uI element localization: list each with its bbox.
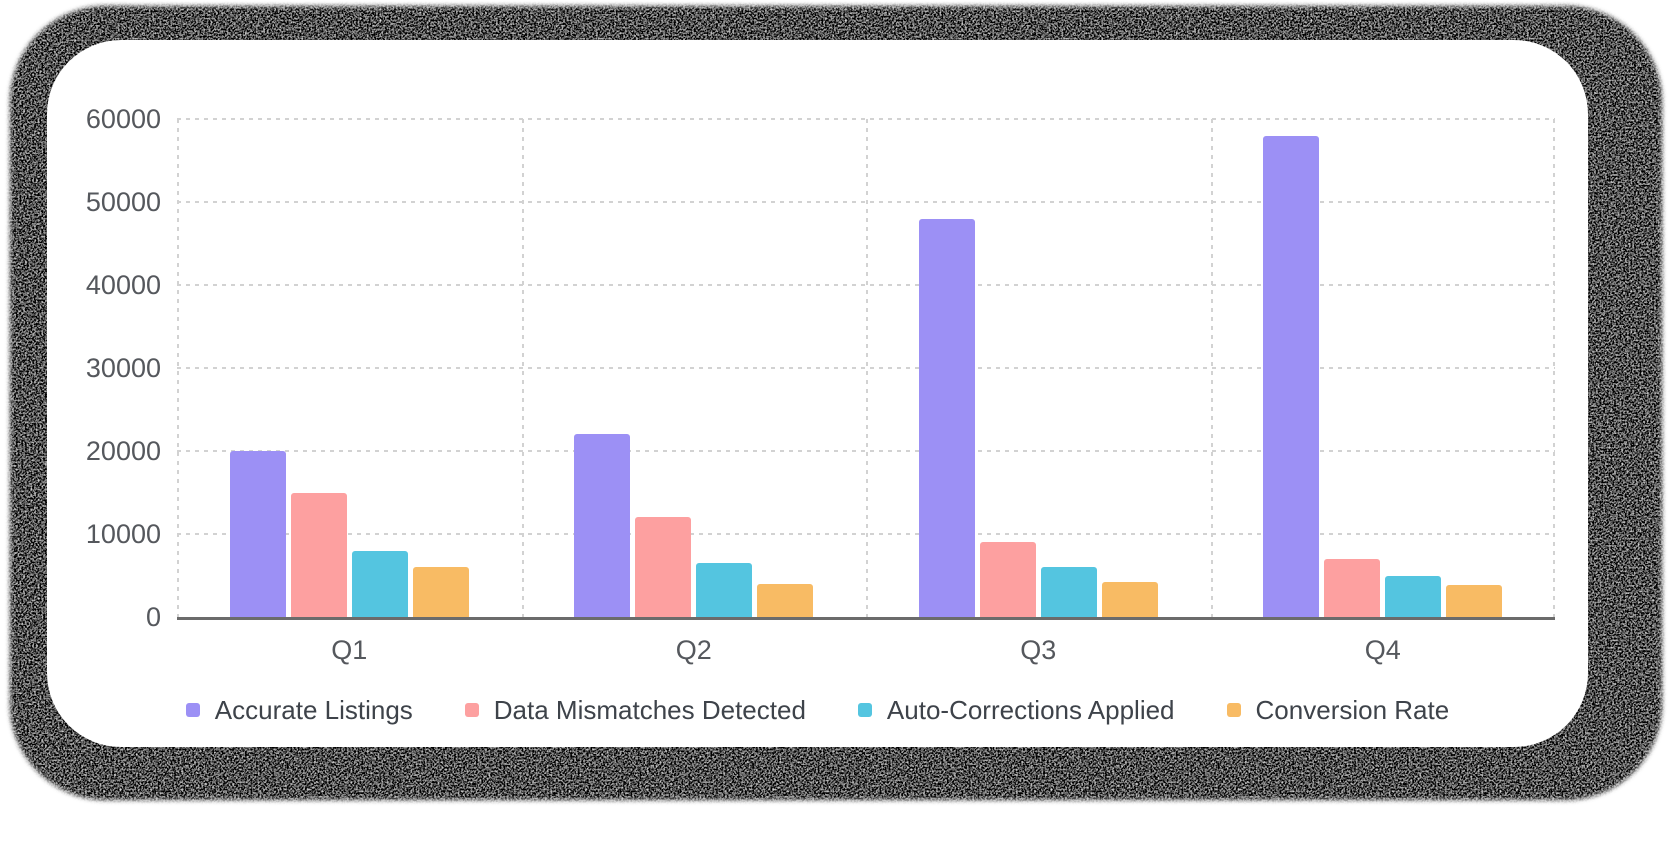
bar-q4-series-1[interactable] [1324, 558, 1381, 617]
bar-group-q3 [866, 119, 1211, 617]
x-category-label: Q1 [331, 635, 368, 665]
legend-marker-icon [185, 703, 200, 717]
x-category-label: Q4 [1364, 635, 1401, 665]
x-category-label: Q2 [675, 635, 712, 665]
bar-q4-series-2[interactable] [1385, 575, 1442, 617]
y-tick-label: 20000 [85, 436, 161, 466]
bar-q1-series-1[interactable] [290, 492, 347, 617]
bar-group-q2 [522, 119, 867, 617]
gridline-vertical [866, 119, 868, 617]
bar-q1-series-3[interactable] [412, 567, 469, 617]
chart-legend: Accurate Listings Data Mismatches Detecte… [47, 690, 1588, 730]
chart-card: 0 10000 20000 30000 40000 50000 60000 Q1 Q2 Q3 Q4… [47, 40, 1588, 747]
y-tick-label: 50000 [85, 187, 161, 217]
y-tick-label: 60000 [85, 104, 161, 134]
bar-q3-series-0[interactable] [918, 218, 975, 617]
bar-group-q1 [177, 119, 522, 617]
bar-q3-series-3[interactable] [1101, 582, 1158, 617]
y-tick-label: 0 [145, 602, 161, 632]
legend-marker-icon [1226, 703, 1241, 717]
bar-q4-series-3[interactable] [1446, 585, 1503, 617]
bar-q1-series-2[interactable] [351, 550, 408, 617]
bar-q3-series-2[interactable] [1040, 567, 1097, 617]
legend-item[interactable]: Conversion Rate [1226, 694, 1450, 726]
bar-q3-series-1[interactable] [979, 542, 1036, 617]
bar-q4-series-0[interactable] [1263, 135, 1320, 617]
legend-label: Accurate Listings [214, 694, 413, 725]
y-tick-label: 40000 [85, 270, 161, 300]
legend-item[interactable]: Auto-Corrections Applied [857, 694, 1175, 726]
legend-label: Conversion Rate [1255, 694, 1450, 725]
legend-marker-icon [464, 703, 479, 717]
bar-q2-series-0[interactable] [574, 434, 631, 617]
legend-marker-icon [857, 703, 872, 717]
plot-area: Q1 Q2 Q3 Q4 [177, 118, 1556, 665]
bar-q1-series-0[interactable] [229, 451, 286, 617]
gridline-vertical [1210, 119, 1213, 617]
legend-item[interactable]: Data Mismatches Detected [464, 694, 806, 726]
x-category-label: Q3 [1020, 635, 1057, 665]
gridline-vertical [177, 119, 179, 617]
y-tick-label: 30000 [85, 353, 161, 383]
gridline-vertical [521, 119, 524, 617]
legend-item[interactable]: Accurate Listings [185, 694, 413, 726]
bar-q2-series-1[interactable] [635, 517, 692, 617]
gridline-vertical [1553, 119, 1555, 617]
bar-group-q4 [1211, 119, 1556, 617]
bar-q2-series-3[interactable] [757, 583, 814, 617]
legend-label: Auto-Corrections Applied [886, 694, 1175, 725]
y-axis-ticks: 0 10000 20000 30000 40000 50000 60000 [47, 104, 161, 632]
legend-label: Data Mismatches Detected [493, 694, 806, 725]
bar-q2-series-2[interactable] [696, 563, 753, 617]
y-tick-label: 10000 [85, 519, 161, 549]
